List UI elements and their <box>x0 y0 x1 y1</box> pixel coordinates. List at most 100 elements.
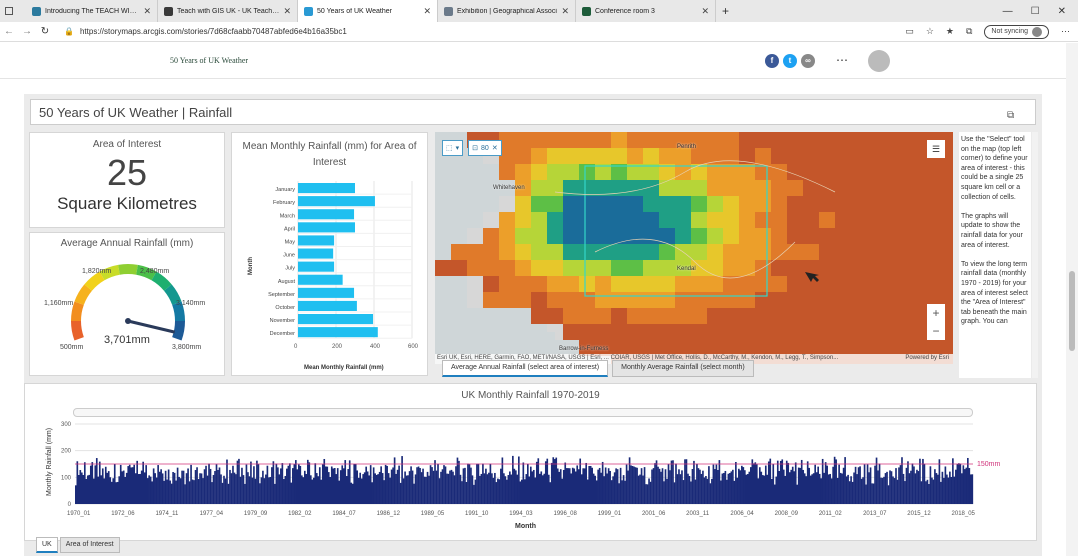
monthly-rainfall-bar <box>360 478 363 504</box>
tab-close-icon[interactable]: ✕ <box>143 5 151 16</box>
map-cell <box>771 148 787 164</box>
monthly-rainfall-bar <box>826 465 828 504</box>
maximize-icon[interactable]: ☐ <box>1030 5 1040 17</box>
user-avatar[interactable] <box>868 50 890 72</box>
powered-by-esri[interactable]: Powered by Esri <box>905 355 949 361</box>
browser-tab-3-active[interactable]: 50 Years of UK Weather ✕ <box>298 0 438 22</box>
collections-icon[interactable]: ⧉ <box>965 26 973 36</box>
x-tick-label: 1996_08 <box>553 511 577 517</box>
map-cell <box>515 308 531 324</box>
selection-count-button[interactable]: ⊡ 80 ✕ <box>468 140 502 156</box>
monthly-rainfall-bar <box>166 479 168 504</box>
monthly-rainfall-bar <box>335 474 338 504</box>
gauge-tick-label: 1,160mm <box>44 300 73 307</box>
instructions-scrollbar[interactable] <box>1032 132 1038 378</box>
settings-menu-icon[interactable]: ⋯ <box>1061 26 1070 36</box>
tab-close-icon[interactable]: ✕ <box>561 5 569 16</box>
profile-sync-button[interactable]: Not syncing <box>984 24 1049 39</box>
monthly-rainfall-bar <box>497 478 499 504</box>
tab-close-icon[interactable]: ✕ <box>283 5 291 16</box>
map-cell <box>867 196 883 212</box>
tab-average-annual-rainfall[interactable]: Average Annual Rainfall (select area of … <box>442 360 609 377</box>
monthly-rainfall-bar <box>672 460 674 504</box>
fullscreen-icon[interactable]: ⧉ <box>1007 110 1015 121</box>
page-scrollbar[interactable] <box>1066 43 1078 556</box>
monthly-rainfall-bar <box>776 460 779 504</box>
monthly-rainfall-bar <box>350 482 353 504</box>
url-text: https://storymaps.arcgis.com/stories/7d6… <box>79 27 347 36</box>
map-label-kendal: Kendal <box>677 266 696 272</box>
monthly-rainfall-bar <box>262 470 264 504</box>
clear-selection-icon[interactable]: ✕ <box>491 145 498 152</box>
map-cell <box>451 180 467 196</box>
monthly-rainfall-bar <box>950 476 953 504</box>
zoom-out-button[interactable]: − <box>932 324 940 338</box>
map-cell <box>883 180 899 196</box>
monthly-rainfall-bar <box>75 485 77 504</box>
monthly-rainfall-bar <box>266 465 269 504</box>
time-range-slider[interactable] <box>73 408 973 417</box>
map-cell <box>675 196 691 212</box>
copy-link-icon[interactable]: ∞ <box>801 54 815 68</box>
browser-tab-1[interactable]: Introducing The TEACH WITH GI ✕ <box>26 0 158 22</box>
monthly-rainfall-bar <box>880 477 882 504</box>
monthly-rainfall-bar <box>935 473 938 504</box>
monthly-rainfall-bar <box>336 468 339 504</box>
map-cell <box>707 164 723 180</box>
map-cell <box>755 148 771 164</box>
monthly-bar <box>298 314 374 325</box>
monthly-rainfall-bar <box>290 482 293 504</box>
map-cell <box>579 228 595 244</box>
monthly-rainfall-bar <box>345 476 348 504</box>
more-options-icon[interactable]: ⋯ <box>836 53 848 67</box>
legend-icon[interactable]: ☰ <box>927 140 945 158</box>
favorites-list-icon[interactable]: ★ <box>945 26 954 36</box>
monthly-rainfall-bar <box>775 476 778 504</box>
minimize-icon[interactable]: — <box>1002 5 1013 17</box>
x-tick-label: 2015_12 <box>907 511 931 517</box>
back-icon[interactable]: ← <box>4 26 14 37</box>
monthly-rainfall-bar <box>703 477 706 504</box>
map-cell <box>435 276 451 292</box>
select-tool-button[interactable]: ⬚ ▾ <box>442 140 464 156</box>
window-menu-icon[interactable] <box>0 7 26 15</box>
twitter-share-icon[interactable]: t <box>783 54 797 68</box>
close-window-icon[interactable]: ✕ <box>1057 5 1066 17</box>
monthly-rainfall-bar <box>423 476 426 504</box>
browser-tab-5[interactable]: Conference room 3 ✕ <box>576 0 716 22</box>
facebook-share-icon[interactable]: f <box>765 54 779 68</box>
x-tick-label: 1972_06 <box>111 511 135 517</box>
tab-area-of-interest[interactable]: Area of Interest <box>59 537 120 553</box>
map-cell <box>867 276 883 292</box>
map-cell <box>931 340 947 356</box>
monthly-rainfall-bar <box>160 469 162 504</box>
tab-close-icon[interactable]: ✕ <box>701 5 709 16</box>
rainfall-map[interactable]: Penrith Whitehaven Kendal Barrow-in-Furn… <box>435 132 953 364</box>
zoom-in-button[interactable]: + <box>932 306 940 320</box>
tab-uk[interactable]: UK <box>36 537 58 553</box>
monthly-rainfall-bar <box>175 480 177 504</box>
monthly-rainfall-bar <box>889 470 891 504</box>
monthly-rainfall-bar <box>157 465 159 504</box>
monthly-rainfall-bar <box>190 464 192 504</box>
scrollbar-thumb[interactable] <box>1069 271 1075 351</box>
browser-tab-2[interactable]: Teach with GIS UK - UK Teaching ✕ <box>158 0 298 22</box>
map-cell <box>627 164 643 180</box>
story-title[interactable]: 50 Years of UK Weather <box>170 56 249 65</box>
monthly-rainfall-bar <box>263 478 266 504</box>
x-tick-label: 1989_05 <box>421 511 445 517</box>
new-tab-button[interactable]: + <box>722 4 730 18</box>
monthly-rainfall-bar <box>971 474 974 504</box>
tab-monthly-average-rainfall[interactable]: Monthly Average Rainfall (select month) <box>612 360 754 377</box>
monthly-rainfall-bar <box>845 476 848 504</box>
browser-tab-4[interactable]: Exhibition | Geographical Associ ✕ <box>438 0 576 22</box>
forward-icon[interactable]: → <box>22 26 32 37</box>
refresh-icon[interactable]: ↻ <box>40 26 50 37</box>
monthly-rainfall-bar <box>597 469 599 504</box>
monthly-rainfall-bar <box>247 472 249 504</box>
monthly-rainfall-bar <box>515 470 517 504</box>
url-field[interactable]: 🔒 https://storymaps.arcgis.com/stories/7… <box>64 27 347 36</box>
reader-view-icon[interactable]: ▭ <box>905 26 914 36</box>
tab-close-icon[interactable]: ✕ <box>423 5 431 16</box>
favorite-icon[interactable]: ☆ <box>925 26 934 36</box>
